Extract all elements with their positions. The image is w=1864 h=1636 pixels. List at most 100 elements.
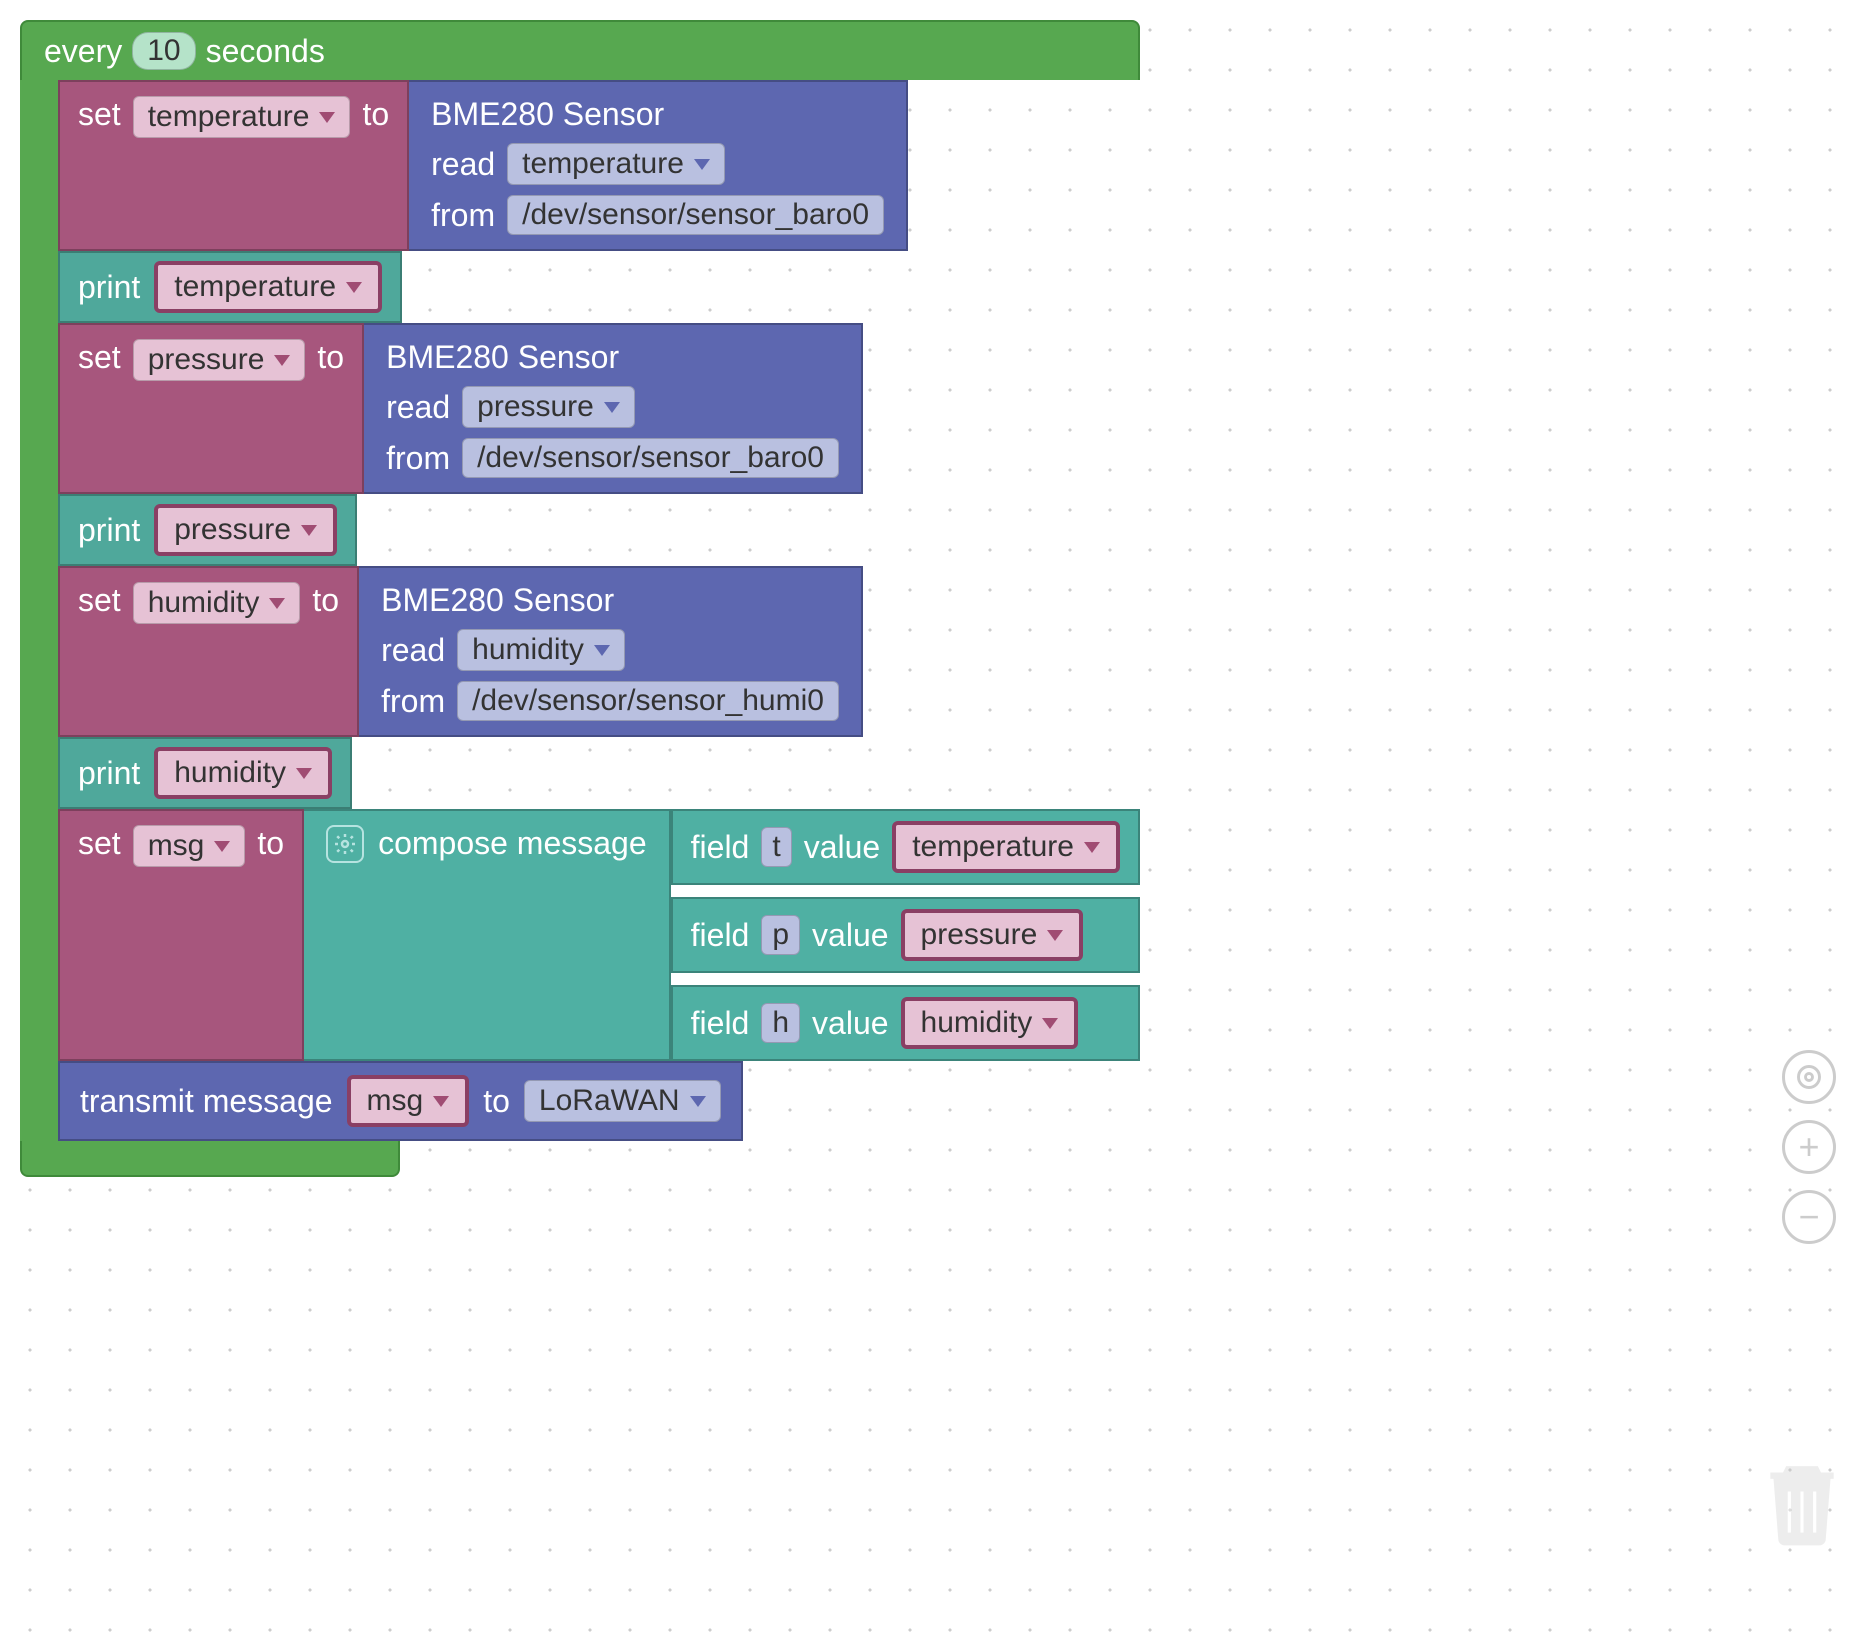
variable-dropdown[interactable]: temperature <box>507 143 725 185</box>
variable-name: temperature <box>174 270 336 304</box>
variable-name: pressure <box>477 390 594 424</box>
variable-dropdown[interactable]: pressure <box>462 386 635 428</box>
variable-dropdown[interactable]: temperature <box>133 96 351 138</box>
set-sensor-row[interactable]: set pressure to BME280 Sensor read pressure fr… <box>58 323 1140 494</box>
chevron-down-icon <box>319 112 335 123</box>
sensor-block[interactable]: BME280 Sensor read humidity from/dev/sensor… <box>359 566 863 737</box>
every-interval-value[interactable]: 10 <box>132 32 195 70</box>
chevron-down-icon <box>214 841 230 852</box>
variable-dropdown[interactable]: temperature <box>892 821 1120 873</box>
chevron-down-icon <box>296 768 312 779</box>
compose-message-block[interactable]: compose message <box>304 809 671 1061</box>
chevron-down-icon <box>301 525 317 536</box>
field-block[interactable]: fieldtvalue temperature <box>671 809 1140 885</box>
print-block[interactable]: printtemperature <box>58 251 402 323</box>
variable-name: temperature <box>912 830 1074 864</box>
every-header[interactable]: every 10 seconds <box>20 20 1140 80</box>
sensor-title: BME280 Sensor <box>386 339 839 376</box>
set-variable-block[interactable]: set pressure to <box>58 323 364 494</box>
field-block[interactable]: fieldpvalue pressure <box>671 897 1140 973</box>
zoom-out-button[interactable]: − <box>1782 1190 1836 1244</box>
variable-name: temperature <box>148 100 310 134</box>
text-field[interactable]: /dev/sensor/sensor_baro0 <box>507 195 884 235</box>
field-label: field <box>691 917 750 954</box>
set-sensor-row[interactable]: sethumidityto BME280 Sensor read humidity fr… <box>58 566 1140 737</box>
set-variable-block[interactable]: sethumidityto <box>58 566 359 737</box>
read-label: read <box>381 632 445 669</box>
variable-dropdown[interactable]: temperature <box>154 261 382 313</box>
sensor-block[interactable]: BME280 Sensor read pressure from/dev/sensor… <box>364 323 863 494</box>
variable-dropdown[interactable]: pressure <box>154 504 337 556</box>
text-field[interactable]: /dev/sensor/sensor_humi0 <box>457 681 839 721</box>
set-compose-row[interactable]: setmsgtocompose messagefieldtvaluetemper… <box>58 809 1140 1061</box>
transmit-target-dropdown[interactable]: LoRaWAN <box>524 1080 721 1122</box>
chevron-down-icon <box>1047 930 1063 941</box>
variable-dropdown[interactable]: msg <box>347 1075 470 1127</box>
variable-dropdown[interactable]: pressure <box>901 909 1084 961</box>
set-sensor-row[interactable]: settemperaturetoBME280 Sensorreadtempera… <box>58 80 1140 251</box>
chevron-down-icon <box>690 1096 706 1107</box>
read-label: read <box>431 146 495 183</box>
sensor-from-line: from/dev/sensor/sensor_humi0 <box>381 681 839 721</box>
chevron-down-icon <box>594 645 610 656</box>
sensor-block[interactable]: BME280 Sensorreadtemperaturefrom/dev/sen… <box>409 80 908 251</box>
gear-icon[interactable] <box>326 825 364 863</box>
chevron-down-icon <box>433 1096 449 1107</box>
set-label: set <box>78 339 121 376</box>
field-label: field <box>691 829 750 866</box>
variable-dropdown[interactable]: pressure <box>133 339 306 381</box>
variable-dropdown[interactable]: humidity <box>901 997 1079 1049</box>
variable-name: LoRaWAN <box>539 1084 680 1118</box>
read-label: read <box>386 389 450 426</box>
zoom-controls: + − <box>1782 1050 1836 1244</box>
variable-dropdown[interactable]: msg <box>133 825 246 867</box>
set-variable-block[interactable]: setmsgto <box>58 809 304 1061</box>
variable-name: humidity <box>148 586 260 620</box>
every-loop-block[interactable]: every 10 seconds set temperature to BME280 … <box>20 20 1140 1177</box>
value-label: value <box>804 829 881 866</box>
to-label: to <box>257 825 284 862</box>
sensor-title: BME280 Sensor <box>381 582 839 619</box>
field-label: field <box>691 1005 750 1042</box>
text-field[interactable]: h <box>761 1003 800 1043</box>
chevron-down-icon <box>694 159 710 170</box>
text-field[interactable]: /dev/sensor/sensor_baro0 <box>462 438 839 478</box>
sensor-from-line: from/dev/sensor/sensor_baro0 <box>386 438 839 478</box>
text-field[interactable]: t <box>761 827 791 867</box>
sensor-read-line: read temperature <box>431 143 884 185</box>
text-field[interactable]: p <box>761 915 800 955</box>
sensor-from-line: from/dev/sensor/sensor_baro0 <box>431 195 884 235</box>
print-label: print <box>78 755 140 792</box>
variable-dropdown[interactable]: humidity <box>457 629 625 671</box>
to-label: to <box>317 339 344 376</box>
from-label: from <box>431 197 495 234</box>
chevron-down-icon <box>274 355 290 366</box>
sensor-read-line: read pressure <box>386 386 839 428</box>
value-label: value <box>812 917 889 954</box>
set-label: set <box>78 96 121 133</box>
field-block[interactable]: fieldhvaluehumidity <box>671 985 1140 1061</box>
print-block[interactable]: print humidity <box>58 737 352 809</box>
print-block[interactable]: printpressure <box>58 494 357 566</box>
fields-column: fieldtvaluetemperaturefieldpvaluepressur… <box>671 809 1140 1061</box>
from-label: from <box>381 683 445 720</box>
trash-icon[interactable] <box>1764 1456 1840 1546</box>
transmit-message-block[interactable]: transmit messagemsgtoLoRaWAN <box>58 1061 743 1141</box>
variable-dropdown[interactable]: humidity <box>154 747 332 799</box>
chevron-down-icon <box>604 402 620 413</box>
transmit-label: transmit message <box>80 1083 333 1120</box>
variable-dropdown[interactable]: humidity <box>133 582 301 624</box>
variable-name: humidity <box>472 633 584 667</box>
sensor-read-line: read humidity <box>381 629 839 671</box>
block-workspace[interactable]: every 10 seconds set temperature to BME280 … <box>20 20 1844 1177</box>
chevron-down-icon <box>1042 1018 1058 1029</box>
variable-name: temperature <box>522 147 684 181</box>
chevron-down-icon <box>269 598 285 609</box>
every-body: set temperature to BME280 Sensor read tempera… <box>20 80 1140 1141</box>
zoom-in-button[interactable]: + <box>1782 1120 1836 1174</box>
center-button[interactable] <box>1782 1050 1836 1104</box>
variable-name: msg <box>367 1084 424 1118</box>
set-variable-block[interactable]: settemperatureto <box>58 80 409 251</box>
variable-name: humidity <box>921 1006 1033 1040</box>
every-footer <box>20 1141 400 1177</box>
